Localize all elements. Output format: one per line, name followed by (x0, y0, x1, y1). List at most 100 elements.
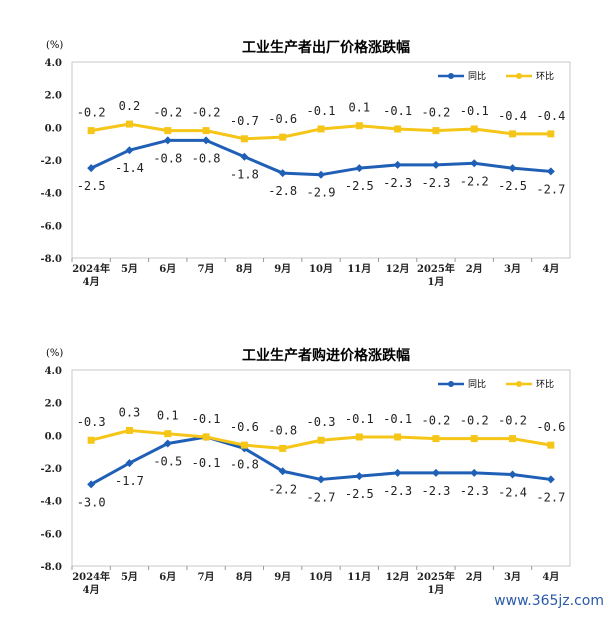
data-point (355, 433, 363, 441)
data-point (470, 159, 479, 168)
data-label: -1.4 (115, 161, 144, 175)
x-tick-label: 2月 (466, 263, 483, 275)
legend-label: 同比 (468, 378, 486, 390)
data-label: -2.2 (460, 174, 489, 188)
x-tick-label: 11月 (347, 571, 371, 583)
data-label: -0.8 (230, 457, 259, 471)
data-point (432, 435, 440, 443)
y-tick-label: 0.0 (45, 431, 62, 442)
chart-title: 工业生产者购进价格涨跌幅 (242, 347, 410, 364)
y-tick-label: -4.0 (40, 189, 62, 200)
y-axis-unit: (%) (46, 348, 63, 359)
x-tick-label: 4月 (542, 263, 559, 275)
data-point (240, 135, 248, 143)
data-label: -0.5 (153, 455, 182, 469)
y-tick-label: -6.0 (40, 221, 62, 232)
x-tick-label: 4月 (83, 584, 100, 596)
data-label: -0.3 (77, 415, 106, 429)
plot-area (71, 369, 571, 567)
x-tick-label: 4月 (83, 276, 100, 288)
legend-swatch-marker (516, 381, 522, 387)
y-tick-label: -2.0 (40, 156, 62, 167)
data-point (164, 430, 172, 438)
data-point (431, 160, 440, 169)
x-tick-label: 6月 (159, 571, 176, 583)
legend-label: 同比 (468, 70, 486, 82)
y-tick-label: 2.0 (45, 91, 62, 102)
data-point (393, 468, 402, 477)
x-tick-label: 7月 (198, 263, 215, 275)
x-tick-label: 6月 (159, 263, 176, 275)
data-point (125, 459, 134, 468)
data-label: -0.1 (192, 412, 221, 426)
data-label: -2.2 (268, 482, 297, 496)
data-point (470, 435, 478, 443)
data-point (125, 146, 134, 155)
data-point (125, 120, 133, 128)
data-label: -1.7 (115, 474, 144, 488)
x-tick-label: 10月 (309, 263, 333, 275)
data-label: -2.7 (536, 182, 565, 196)
data-point (164, 127, 172, 135)
y-tick-label: 4.0 (45, 366, 62, 377)
data-point (547, 441, 555, 449)
data-label: -0.6 (536, 420, 565, 434)
data-point (393, 160, 402, 169)
data-point (87, 480, 96, 489)
data-point (394, 125, 402, 133)
data-label: -2.3 (383, 484, 412, 498)
data-point (125, 426, 133, 434)
data-label: -2.3 (460, 484, 489, 498)
ppi-input-chart-svg: 工业生产者购进价格涨跌幅 (%) 4.0 2.0 0.0 -2.0 -4.0 -6.0 -8.0… (40, 347, 571, 596)
data-label: -2.5 (77, 179, 106, 193)
x-tick-label: 1月 (427, 584, 444, 596)
x-tick-label: 2024年 (72, 262, 110, 275)
data-label: -0.1 (307, 104, 336, 118)
data-point (87, 164, 96, 173)
data-point (87, 436, 95, 444)
data-label: -2.7 (536, 490, 565, 504)
data-label: -2.5 (498, 179, 527, 193)
data-label: -0.4 (498, 109, 527, 123)
data-label: -0.7 (230, 114, 259, 128)
data-label: -0.6 (230, 420, 259, 434)
y-tick-label: 4.0 (45, 58, 62, 69)
x-tick-label: 2025年 (417, 570, 455, 583)
data-point (317, 436, 325, 444)
data-point (278, 169, 287, 178)
x-tick-label: 12月 (386, 571, 410, 583)
data-label: -1.8 (230, 168, 259, 182)
data-point (163, 136, 172, 145)
data-point (509, 435, 517, 443)
data-label: -2.5 (345, 179, 374, 193)
x-tick-label: 3月 (504, 571, 521, 583)
x-tick-label: 1月 (427, 276, 444, 288)
data-point (508, 164, 517, 173)
x-tick-label: 10月 (309, 571, 333, 583)
data-label: -0.1 (460, 104, 489, 118)
data-point (432, 127, 440, 135)
x-tick-label: 12月 (386, 263, 410, 275)
data-label: -0.1 (192, 456, 221, 470)
watermark: www.365jz.com (494, 593, 604, 609)
data-label: -0.2 (153, 106, 182, 120)
x-tick-label: 2025年 (417, 262, 455, 275)
data-point (470, 125, 478, 133)
legend-label: 环比 (536, 378, 554, 390)
ppi-input-chart: 工业生产者购进价格涨跌幅 (%) 4.0 2.0 0.0 -2.0 -4.0 -6.0 -8.0… (0, 308, 612, 608)
x-tick-label: 9月 (274, 571, 291, 583)
data-point (547, 130, 555, 138)
y-tick-label: 0.0 (45, 123, 62, 134)
ppi-output-chart-svg: 工业生产者出厂价格涨跌幅 (%) 4.0 2.0 0.0 -2.0 -4.0 -6.0 -8.0… (40, 39, 571, 288)
data-point (470, 468, 479, 477)
data-label: 0.1 (157, 409, 179, 423)
data-label: -0.6 (268, 112, 297, 126)
data-point (202, 433, 210, 441)
data-label: -0.1 (383, 412, 412, 426)
x-tick-label: 2024年 (72, 570, 110, 583)
ppi-output-chart: 工业生产者出厂价格涨跌幅 (%) 4.0 2.0 0.0 -2.0 -4.0 -6.0 -8.0… (0, 0, 612, 300)
data-label: -2.3 (421, 484, 450, 498)
y-tick-label: 2.0 (45, 399, 62, 410)
data-point (163, 439, 172, 448)
x-tick-label: 4月 (542, 571, 559, 583)
